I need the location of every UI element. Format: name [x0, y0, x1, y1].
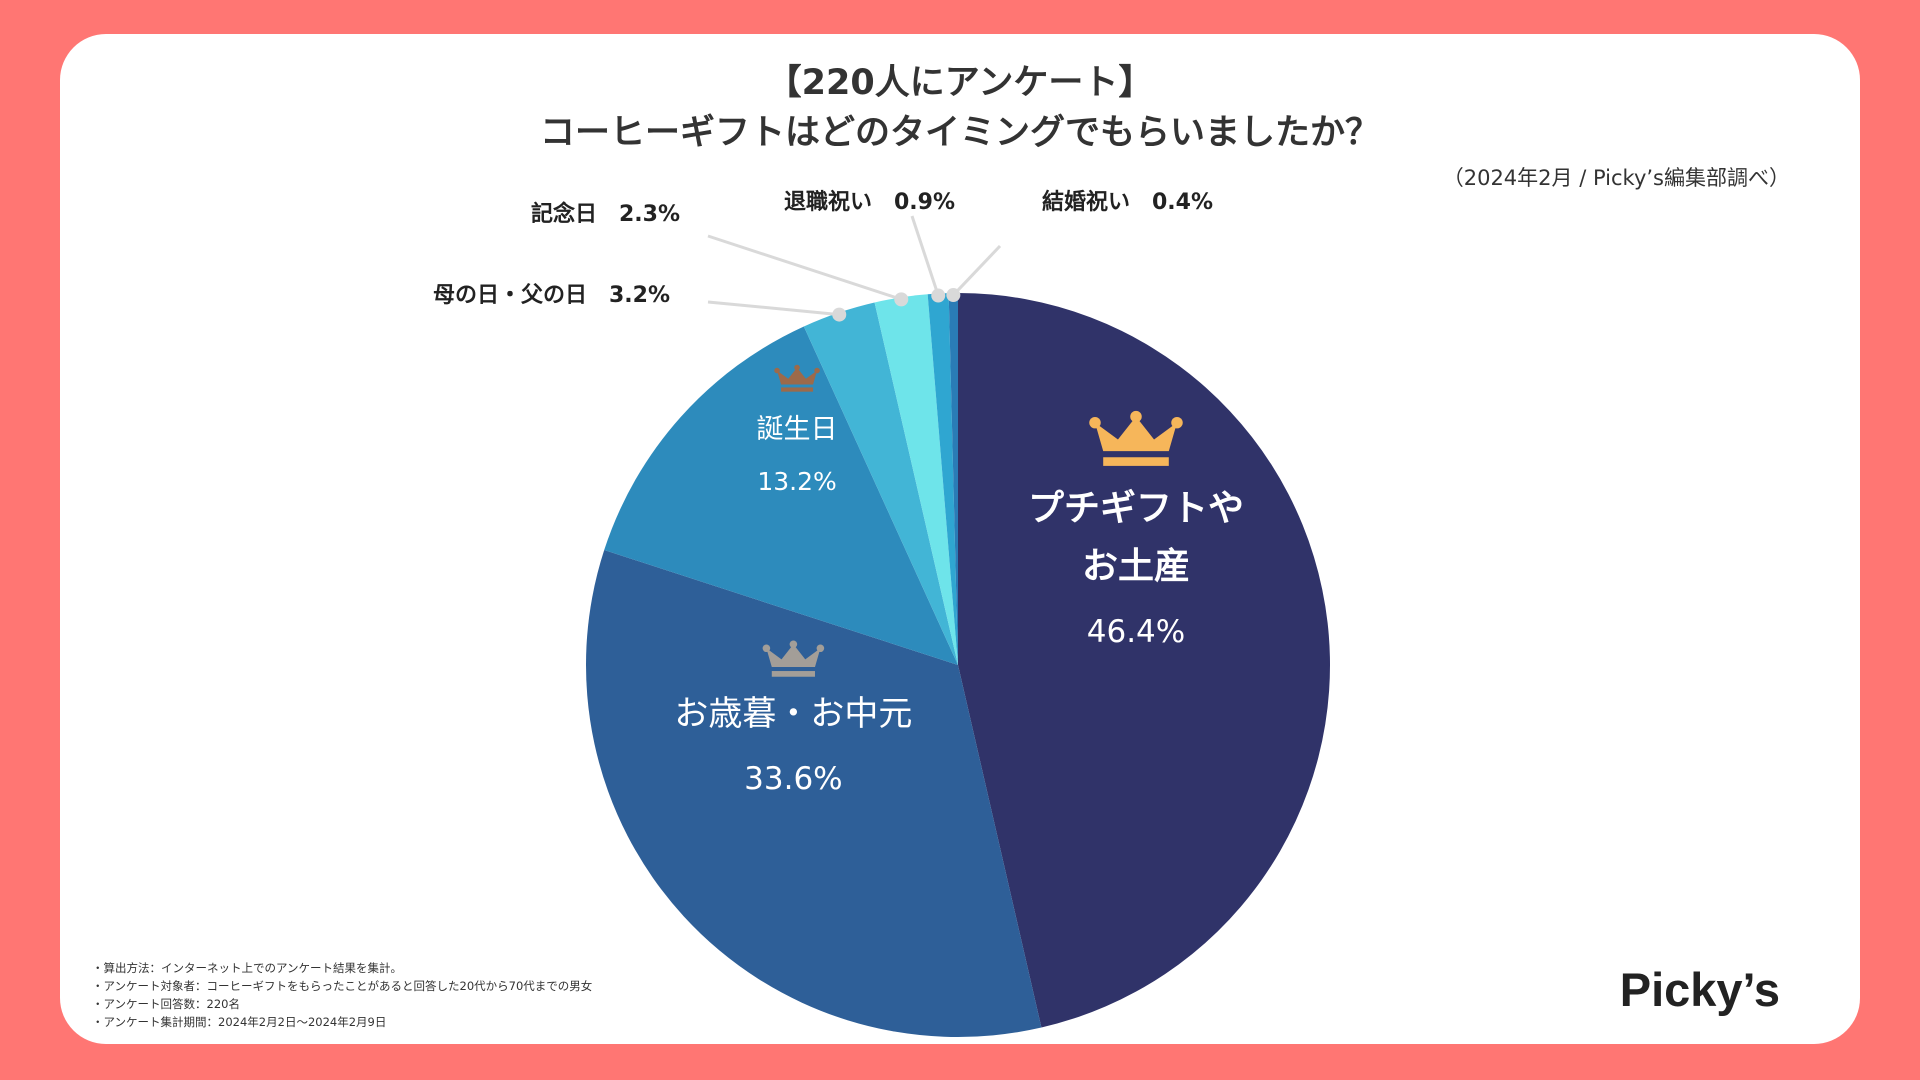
leader-line-6	[910, 215, 940, 296]
slice-label-2: お歳暮・お中元	[674, 694, 912, 734]
title-line-1: 【220人にアンケート】	[766, 63, 1154, 103]
survey-note-target: ・アンケート対象者：コーヒーギフトをもらったことがあると回答した20代から70代…	[92, 979, 593, 993]
leader-dot-4	[832, 307, 847, 322]
rank-1-crown-icon	[1089, 410, 1183, 466]
pie-slice-5	[874, 294, 958, 665]
survey-note-period: ・アンケート集計期間：2024年2月2日〜2024年2月9日	[92, 1015, 387, 1029]
pie-slice-3	[604, 326, 958, 665]
survey-note-count: ・アンケート回答数：220名	[92, 997, 240, 1011]
leader-dot-7	[946, 288, 961, 303]
slice-label-3: 誕生日	[757, 414, 838, 445]
pie-slice-6	[927, 293, 958, 665]
survey-notes: ・算出方法：インターネット上でのアンケート結果を集計。 ・アンケート対象者：コー…	[92, 959, 592, 1031]
leader-dot-6	[931, 288, 946, 303]
callout-label-6: 退職祝い 0.9%	[784, 189, 955, 215]
leader-line-4	[707, 300, 840, 317]
leader-dot-5	[894, 292, 909, 307]
rank-3-crown-icon	[774, 364, 820, 392]
callout-label-5: 記念日 2.3%	[531, 201, 680, 227]
callout-label-4: 母の日・父の日 3.2%	[433, 283, 670, 308]
leader-line-5	[707, 234, 902, 301]
slice-label-1-line-1: プチギフトや	[1028, 488, 1244, 529]
pie-slice-4	[803, 302, 958, 665]
callout-label-7: 結婚祝い 0.4%	[1042, 189, 1213, 215]
leader-line-7	[952, 244, 1002, 297]
slice-value-1: 46.4%	[1087, 614, 1185, 650]
pie-slice-2	[585, 550, 1042, 1038]
pickys-logo: Picky’s	[1619, 963, 1780, 1016]
title-line-2: コーヒーギフトはどのタイミングでもらいましたか？	[539, 113, 1380, 153]
pie-slice-7	[948, 293, 958, 665]
survey-note-method: ・算出方法：インターネット上でのアンケート結果を集計。	[92, 961, 403, 975]
rank-2-crown-icon	[762, 640, 825, 677]
slice-value-2: 33.6%	[744, 761, 842, 797]
pie-slice-1	[958, 293, 1331, 1028]
source-note: （2024年2月 / Picky’s編集部調べ）	[1442, 166, 1790, 190]
slice-value-3: 13.2%	[757, 467, 836, 496]
slice-label-1-line-2: お土産	[1082, 546, 1190, 587]
